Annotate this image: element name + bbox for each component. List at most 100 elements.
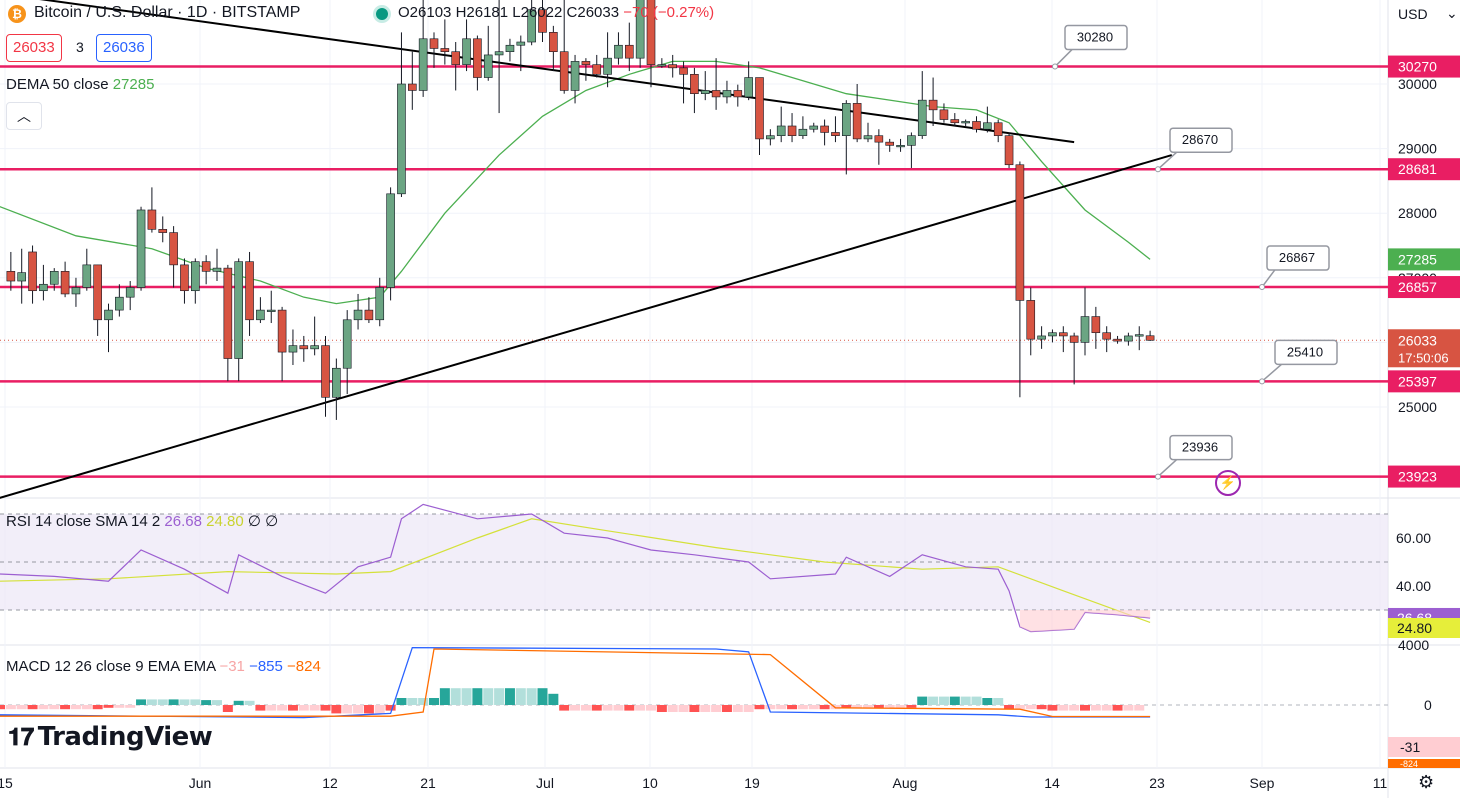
macd-legend[interactable]: MACD 12 26 close 9 EMA EMA −31 −855 −824 <box>6 658 321 675</box>
macd-signal-line <box>0 648 1151 718</box>
candle-body <box>158 229 168 233</box>
macd-histogram-bar <box>1123 705 1134 711</box>
candle-body <box>690 74 699 94</box>
tradingview-mark-icon: 𝟏𝟕 <box>8 723 34 751</box>
rsi-name: RSI 14 close SMA 14 2 <box>6 513 161 530</box>
macd-histogram-bar <box>255 705 266 711</box>
callout-label: 25410 <box>1287 344 1323 359</box>
candle-body <box>60 271 70 295</box>
macd-histogram-bar <box>1004 705 1015 710</box>
macd-histogram-bar <box>287 705 298 711</box>
macd-histogram-bar <box>667 705 678 712</box>
candle-body <box>407 83 417 91</box>
candle-body <box>646 0 656 65</box>
candle-body <box>787 125 797 136</box>
macd-histogram-bar <box>721 705 732 712</box>
macd-histogram-bar <box>971 696 982 705</box>
candle-body <box>375 287 385 321</box>
macd-value: −855 <box>249 658 283 675</box>
macd-histogram-bar <box>320 705 331 711</box>
macd-histogram-bar <box>233 700 244 705</box>
macd-histogram-bar <box>1101 705 1112 711</box>
rsi-extra-2: ∅ <box>265 513 279 530</box>
price-tick-label: 29000 <box>1398 141 1437 157</box>
candle-body <box>1015 164 1025 301</box>
macd-histogram-bar <box>863 705 873 708</box>
price-badge <box>1388 158 1460 181</box>
dema-name: DEMA 50 close <box>6 76 109 93</box>
macd-histogram-bar <box>960 696 971 705</box>
chevron-down-icon[interactable]: ⌄ <box>1446 5 1458 21</box>
macd-histogram-bar <box>1047 705 1058 711</box>
candle-body <box>93 264 102 321</box>
candle-body <box>505 44 515 53</box>
macd-histogram-bar <box>515 688 526 705</box>
sell-button[interactable]: 26033 <box>6 34 62 62</box>
rsi-sma-line <box>0 518 1151 624</box>
collapse-legend-button[interactable]: ︿ <box>6 102 42 130</box>
macd-histogram-bar <box>309 705 320 711</box>
macd-histogram-bar <box>776 705 787 710</box>
price-tick-label: 25000 <box>1398 399 1437 415</box>
dema-legend[interactable]: DEMA 50 close 27285 <box>6 76 154 93</box>
macd-histogram-bar <box>342 705 353 714</box>
macd-histogram-bar <box>993 698 1004 705</box>
candle-body <box>1102 332 1111 340</box>
macd-histogram-bar <box>222 705 233 712</box>
time-tick-label: Jun <box>189 775 212 791</box>
macd-histogram-bar <box>190 699 201 705</box>
macd-badge <box>1388 737 1460 757</box>
candle-body <box>711 90 721 98</box>
candle-body <box>256 309 265 321</box>
price-badge <box>1388 55 1460 78</box>
price-badge <box>1388 370 1460 393</box>
time-tick-label: Sep <box>1250 775 1275 791</box>
macd-histogram-bar <box>266 705 277 711</box>
candle-body <box>125 287 135 298</box>
macd-histogram-bar <box>374 705 385 714</box>
candle-body <box>896 145 905 148</box>
macd-histogram-bar <box>884 705 895 708</box>
open-value: O26103 <box>398 4 452 21</box>
candle-body <box>1059 332 1068 337</box>
candle-body <box>635 0 645 59</box>
price-badge-label: 23923 <box>1398 469 1437 485</box>
macd-histogram-bar <box>353 705 364 714</box>
lightning-icon[interactable]: ⚡ <box>1215 470 1241 496</box>
macd-histogram-bar <box>646 705 656 711</box>
rsi-value: 26.68 <box>164 513 202 530</box>
macd-histogram-bar <box>1069 705 1080 711</box>
candle-body <box>1134 334 1144 337</box>
currency-selector[interactable]: USD <box>1398 6 1428 22</box>
macd-histogram-bar <box>873 705 884 708</box>
macd-histogram-bar <box>591 705 602 711</box>
candle-body <box>364 309 374 321</box>
macd-histogram-bar <box>570 705 581 711</box>
market-status-icon[interactable] <box>376 8 388 20</box>
macd-histogram-bar <box>92 705 103 710</box>
macd-histogram-bar <box>678 705 689 712</box>
macd-histogram-bar <box>244 700 255 705</box>
candle-body <box>939 109 949 120</box>
candle-body <box>917 99 927 136</box>
macd-histogram-bar <box>754 705 765 710</box>
candle-body <box>462 38 471 65</box>
callout-label: 30280 <box>1077 30 1113 45</box>
close-value: C26033 <box>566 4 620 21</box>
callout-box <box>1169 127 1233 153</box>
candle-body <box>299 345 309 350</box>
ohlc-readout: O26103 H26181 L26022 C26033 −70 (−0.27%) <box>398 4 714 21</box>
macd-histogram-bar <box>103 705 114 708</box>
symbol-title[interactable]: Bitcoin / U.S. Dollar · 1D · BITSTAMP <box>34 4 301 21</box>
callout-label: 26867 <box>1279 250 1315 265</box>
buy-button[interactable]: 26036 <box>96 34 152 62</box>
candle-body <box>624 44 634 59</box>
macd-histogram-bar <box>396 698 407 705</box>
candle-body <box>559 51 569 91</box>
rsi-legend[interactable]: RSI 14 close SMA 14 2 26.68 24.80 ∅ ∅ <box>6 512 278 530</box>
callout-anchor <box>1052 63 1058 70</box>
settings-icon[interactable]: ⚙ <box>1418 772 1435 792</box>
candle-body <box>71 287 81 295</box>
candle-body <box>245 261 254 321</box>
